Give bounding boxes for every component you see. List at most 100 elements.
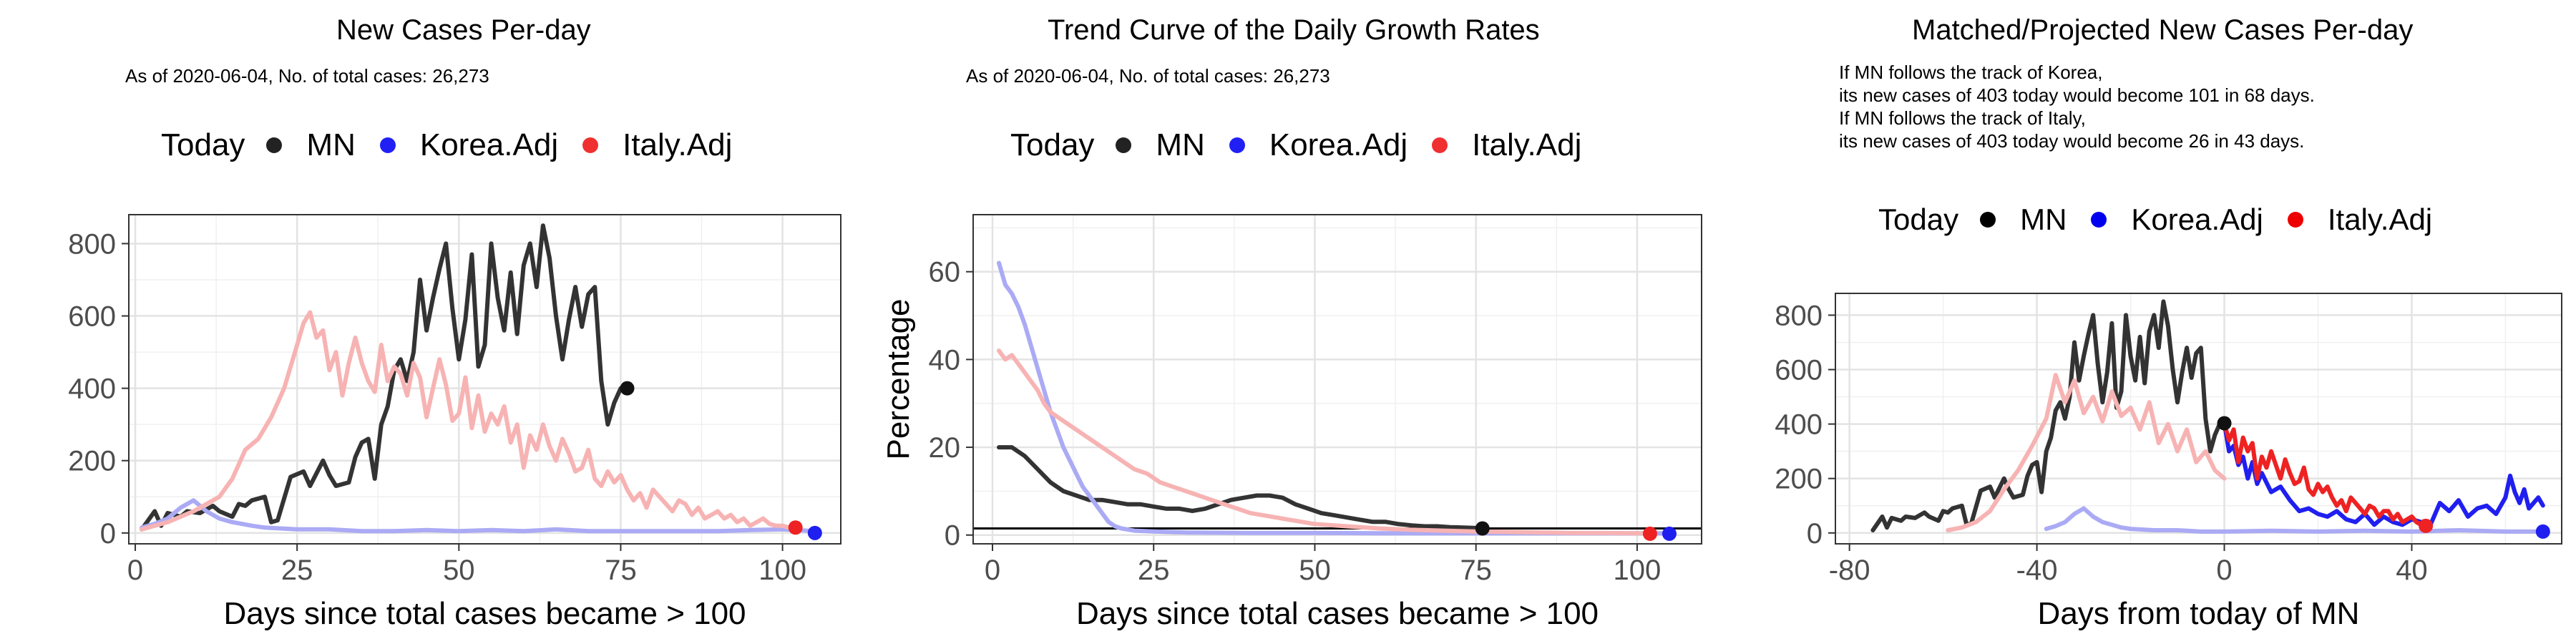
x-tick-label: 75 xyxy=(605,555,637,586)
legend-item-italy: Italy.Adj xyxy=(1432,127,1581,163)
legend-title: Today xyxy=(1878,203,1959,236)
y-tick-label: 600 xyxy=(1775,355,1823,386)
legend-title: Today xyxy=(1010,127,1095,162)
series-line-mn xyxy=(997,445,1485,531)
y-tick-label: 20 xyxy=(929,432,961,464)
legend-label: MN xyxy=(2020,203,2067,236)
x-tick-label: 50 xyxy=(443,555,475,586)
chart-title: New Cases Per-day xyxy=(336,14,591,46)
today-point-italy-adj xyxy=(2419,518,2434,533)
y-tick-label: 0 xyxy=(100,518,116,550)
legend-item-korea: Korea.Adj xyxy=(2091,203,2263,237)
x-tick-label: 25 xyxy=(281,555,313,586)
y-tick-label: 800 xyxy=(68,228,116,260)
x-tick-label: 50 xyxy=(1299,555,1331,586)
legend-item-mn: MN xyxy=(266,127,356,163)
series-line-korea-adj xyxy=(140,498,817,534)
chart-subtitle: As of 2020-06-04, No. of total cases: 26… xyxy=(125,65,489,87)
y-tick-label: 200 xyxy=(68,446,116,477)
today-point-italy-adj xyxy=(788,520,803,535)
subtitle-line: its new cases of 403 today would become … xyxy=(1839,130,2305,152)
today-point-italy-adj xyxy=(1642,526,1657,541)
series-line-korea-adj-matched xyxy=(2044,506,2545,534)
today-point-mn xyxy=(1475,521,1490,536)
legend-label: MN xyxy=(306,127,356,162)
y-axis-label: Percentage xyxy=(881,298,916,459)
x-tick-label: 0 xyxy=(2216,555,2232,586)
legend-dot-icon xyxy=(379,137,396,153)
legend-dot-icon xyxy=(1229,137,1245,153)
legend-item-mn: MN xyxy=(1980,203,2067,237)
series-line-korea-adj xyxy=(997,260,1672,536)
legend-dot-icon xyxy=(1116,137,1132,153)
chart-legend: Today MN Korea.Adj Italy.Adj xyxy=(1878,203,2457,237)
x-tick-label: 100 xyxy=(758,555,806,586)
series-line-italy-adj xyxy=(2222,421,2429,528)
x-axis-label: Days since total cases became > 100 xyxy=(223,596,746,631)
legend-dot-icon xyxy=(1980,212,1996,228)
chart-legend: Today MN Korea.Adj Italy.Adj xyxy=(161,127,756,163)
legend-item-italy: Italy.Adj xyxy=(2287,203,2433,237)
y-tick-label: 60 xyxy=(929,257,961,288)
chart-plot: 0 25 50 75 100 0 20 40 60 Days since total cases … xyxy=(881,214,1702,631)
y-tick-label: 0 xyxy=(1807,518,1823,550)
x-tick-label: 100 xyxy=(1614,555,1662,586)
legend-item-korea: Korea.Adj xyxy=(1229,127,1407,163)
series-line-italy-adj xyxy=(997,348,1652,536)
legend-dot-icon xyxy=(582,137,599,153)
x-tick-label: 0 xyxy=(985,555,1000,586)
legend-item-mn: MN xyxy=(1116,127,1205,163)
plot-border xyxy=(1835,293,2562,545)
y-tick-label: 600 xyxy=(68,301,116,333)
series-line-italy-adj-matched xyxy=(1946,373,2227,532)
x-tick-label: -40 xyxy=(2016,555,2058,586)
chart-subtitle: If MN follows the track of Korea, its ne… xyxy=(1839,61,2315,152)
legend-dot-icon xyxy=(2287,212,2303,228)
y-tick-label: 200 xyxy=(1775,464,1823,495)
x-axis-label: Days since total cases became > 100 xyxy=(1076,596,1599,631)
legend-dot-icon xyxy=(2091,212,2107,228)
today-point-mn xyxy=(620,381,635,396)
series-line-mn xyxy=(1870,299,2227,532)
x-tick-label: 40 xyxy=(2396,555,2428,586)
today-point-korea-adj xyxy=(807,525,822,540)
series-line-italy-adj xyxy=(140,310,798,532)
chart-plot: 0 25 50 75 100 0 200 400 600 800 Days since total … xyxy=(68,214,841,631)
legend-label: Italy.Adj xyxy=(623,127,733,162)
today-point-korea-adj xyxy=(1662,526,1677,541)
series-line-mn xyxy=(140,223,630,532)
series-line-korea-adj xyxy=(2222,421,2545,527)
chart-panel-growth-rates: Trend Curve of the Daily Growth Rates As… xyxy=(859,0,1717,644)
today-point-mn xyxy=(2217,416,2232,431)
legend-dot-icon xyxy=(266,137,283,153)
plot-background xyxy=(129,215,841,544)
legend-label: Italy.Adj xyxy=(1472,127,1582,162)
legend-label: Korea.Adj xyxy=(419,127,559,162)
legend-dot-icon xyxy=(1432,137,1448,153)
y-tick-label: 800 xyxy=(1775,300,1823,331)
legend-label: Korea.Adj xyxy=(1269,127,1408,162)
legend-item-korea: Korea.Adj xyxy=(379,127,559,163)
legend-label: MN xyxy=(1156,127,1205,162)
subtitle-line: If MN follows the track of Korea, xyxy=(1839,62,2103,83)
chart-subtitle: As of 2020-06-04, No. of total cases: 26… xyxy=(966,65,1330,87)
chart-panel-projected: Matched/Projected New Cases Per-day If M… xyxy=(1717,0,2576,644)
chart-panel-new-cases: New Cases Per-day As of 2020-06-04, No. … xyxy=(0,0,859,644)
plot-background xyxy=(973,215,1702,544)
plot-border xyxy=(128,214,841,545)
chart-legend: Today MN Korea.Adj Italy.Adj xyxy=(1010,127,1606,163)
legend-title: Today xyxy=(161,127,245,162)
y-tick-label: 400 xyxy=(68,374,116,405)
x-axis-label: Days from today of MN xyxy=(2038,596,2360,631)
legend-item-italy: Italy.Adj xyxy=(582,127,732,163)
y-tick-label: 0 xyxy=(945,520,960,552)
legend-label: Italy.Adj xyxy=(2327,203,2433,236)
y-tick-label: 40 xyxy=(929,344,961,376)
x-tick-label: 75 xyxy=(1460,555,1492,586)
today-point-korea-adj xyxy=(2535,524,2550,539)
chart-title: Matched/Projected New Cases Per-day xyxy=(1912,14,2414,46)
plot-border xyxy=(972,214,1702,545)
subtitle-line: its new cases of 403 today would become … xyxy=(1839,84,2315,106)
subtitle-line: If MN follows the track of Italy, xyxy=(1839,107,2086,129)
